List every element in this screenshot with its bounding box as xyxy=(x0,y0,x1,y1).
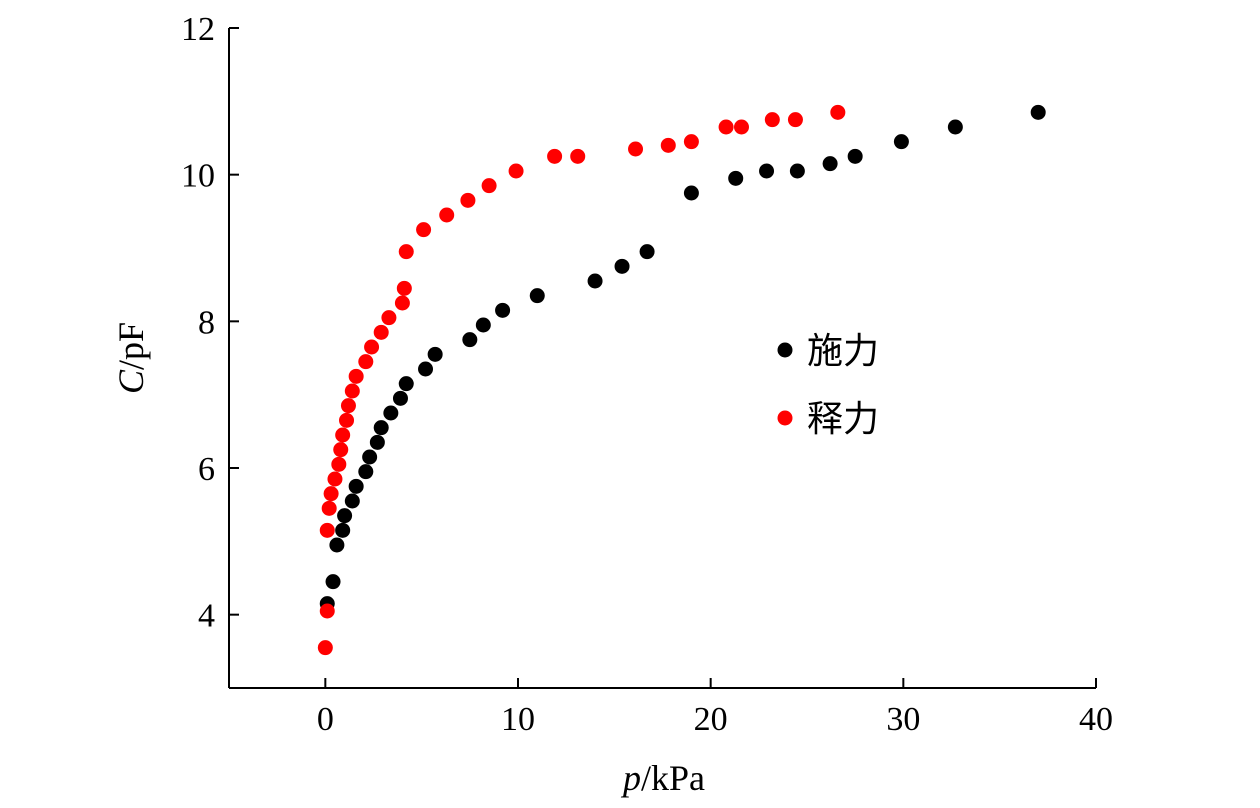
x-tick-label: 40 xyxy=(1079,701,1113,738)
data-point xyxy=(789,163,805,179)
data-point xyxy=(822,156,838,172)
data-point xyxy=(481,178,497,194)
data-point xyxy=(947,119,963,135)
data-points xyxy=(317,104,1046,656)
legend-marker xyxy=(777,410,793,426)
x-tick-label: 0 xyxy=(317,701,334,738)
data-point xyxy=(337,508,353,524)
y-axis-unit: /pF xyxy=(111,322,151,370)
data-point xyxy=(392,390,408,406)
data-point xyxy=(329,537,345,553)
data-point xyxy=(847,148,863,164)
data-point xyxy=(893,134,909,150)
data-point xyxy=(1030,104,1046,120)
y-axis-title: C/pF xyxy=(111,322,151,394)
data-point xyxy=(660,137,676,153)
data-point xyxy=(373,324,389,340)
data-point xyxy=(733,119,749,135)
data-point xyxy=(348,478,364,494)
data-point xyxy=(396,280,412,296)
data-point xyxy=(427,346,443,362)
data-point xyxy=(683,185,699,201)
data-point xyxy=(333,442,349,458)
data-point xyxy=(381,310,397,326)
y-tick-label: 10 xyxy=(181,158,215,195)
data-point xyxy=(614,258,630,274)
data-point xyxy=(495,302,511,318)
data-point xyxy=(728,170,744,186)
data-point xyxy=(529,288,545,304)
data-point xyxy=(327,471,343,487)
data-point xyxy=(416,222,432,238)
data-point xyxy=(570,148,586,164)
x-axis-title: p/kPa xyxy=(620,758,705,798)
y-tick-label: 8 xyxy=(198,304,215,341)
axes xyxy=(228,28,1096,689)
ticks: 0 10 20 30 40 4 6 8 10 12 xyxy=(181,11,1113,738)
data-point xyxy=(830,104,846,120)
x-tick-label: 30 xyxy=(886,701,920,738)
data-point xyxy=(628,141,644,157)
series-1 xyxy=(319,104,1046,612)
data-point xyxy=(344,493,360,509)
y-tick-label: 4 xyxy=(198,598,215,635)
data-point xyxy=(358,464,374,480)
data-point xyxy=(718,119,734,135)
data-point xyxy=(759,163,775,179)
data-point xyxy=(344,383,360,399)
data-point xyxy=(398,244,414,260)
data-point xyxy=(787,112,803,128)
data-point xyxy=(394,295,410,311)
data-point xyxy=(364,339,380,355)
data-point xyxy=(339,412,355,428)
data-point xyxy=(683,134,699,150)
data-point xyxy=(764,112,780,128)
x-axis-unit: /kPa xyxy=(641,758,705,798)
data-point xyxy=(369,434,385,450)
data-point xyxy=(335,427,351,443)
data-point xyxy=(335,522,351,538)
data-point xyxy=(462,332,478,348)
data-point xyxy=(348,368,364,384)
data-point xyxy=(460,192,476,208)
data-point xyxy=(362,449,378,465)
x-tick-label: 10 xyxy=(501,701,535,738)
data-point xyxy=(319,603,335,619)
data-point xyxy=(321,500,337,516)
data-point xyxy=(358,354,374,370)
y-tick-label: 6 xyxy=(198,451,215,488)
data-point xyxy=(331,456,347,472)
legend-marker xyxy=(777,342,793,358)
data-point xyxy=(323,486,339,502)
data-point xyxy=(547,148,563,164)
y-axis-variable: C xyxy=(111,369,151,394)
legend-label: 释力 xyxy=(807,399,879,440)
data-point xyxy=(398,376,414,392)
series-2 xyxy=(317,104,846,656)
x-tick-label: 20 xyxy=(694,701,728,738)
y-tick-label: 12 xyxy=(181,11,215,48)
data-point xyxy=(383,405,399,421)
x-axis-variable: p xyxy=(620,758,641,798)
data-point xyxy=(475,317,491,333)
data-point xyxy=(317,640,333,656)
legend-label: 施力 xyxy=(807,331,879,372)
data-point xyxy=(319,522,335,538)
data-point xyxy=(340,398,356,414)
data-point xyxy=(587,273,603,289)
data-point xyxy=(373,420,389,436)
data-point xyxy=(508,163,524,179)
data-point xyxy=(325,574,341,590)
data-point xyxy=(418,361,434,377)
data-point xyxy=(639,244,655,260)
data-point xyxy=(439,207,455,223)
